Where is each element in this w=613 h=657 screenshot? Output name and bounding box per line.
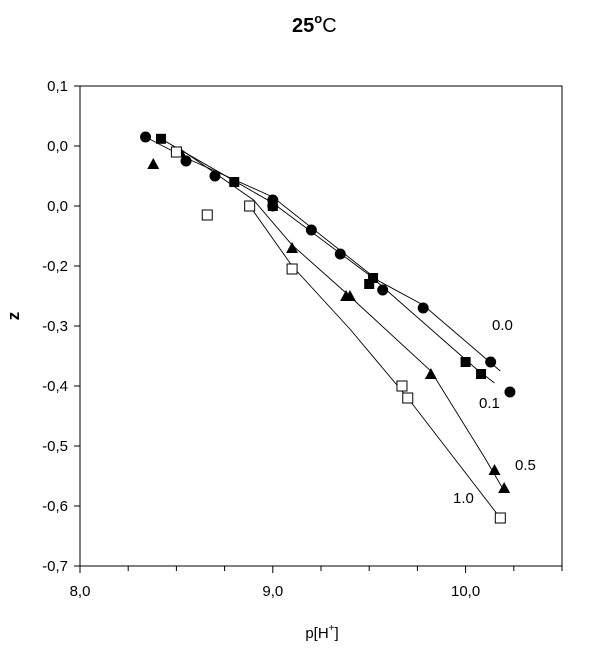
marker-filled-square: [476, 369, 487, 379]
marker-filled-triangle: [498, 482, 511, 493]
marker-filled-square: [460, 357, 471, 367]
marker-filled-square: [229, 177, 240, 187]
marker-filled-circle: [209, 170, 221, 182]
y-tick-label: -0,2: [42, 258, 68, 275]
y-tick-label: -0,6: [42, 498, 68, 515]
marker-filled-triangle: [343, 290, 356, 301]
chart-title: 25oC: [292, 11, 337, 37]
chart-title-main: 25: [292, 15, 314, 37]
marker-open-square: [402, 392, 414, 404]
y-tick-label: -0,3: [42, 318, 68, 335]
y-tick-label: 0,0: [47, 138, 68, 155]
plot-frame: [79, 85, 563, 567]
y-tick-label: 0,0: [47, 198, 68, 215]
chart-title-degree: o: [314, 11, 322, 26]
y-tick-label: 0,1: [47, 78, 68, 95]
fit-line-3: [249, 205, 501, 519]
curve-label-3: 1.0: [453, 490, 474, 507]
fit-lines: [145, 136, 505, 519]
marker-filled-triangle: [424, 368, 437, 379]
fit-line-0: [145, 136, 501, 372]
svg-text:25oC: 25oC: [292, 11, 337, 37]
y-axis-title: z: [4, 312, 23, 321]
marker-filled-square: [368, 273, 379, 283]
curve-label-0: 0.0: [492, 317, 513, 334]
marker-open-square: [494, 512, 506, 524]
x-tick-label: 8,0: [70, 583, 91, 600]
marker-filled-triangle: [147, 158, 160, 169]
marker-open-square: [286, 263, 298, 275]
x-tick-label: 10,0: [451, 583, 480, 600]
marker-filled-circle: [417, 302, 429, 314]
marker-filled-circle: [485, 356, 497, 368]
x-tick-label: 9,0: [262, 583, 283, 600]
marker-open-square: [201, 209, 213, 221]
marker-open-square: [244, 200, 256, 212]
marker-filled-square: [267, 201, 278, 211]
marker-filled-circle: [377, 284, 389, 296]
marker-filled-square: [155, 133, 166, 144]
marker-filled-square: [364, 279, 375, 289]
marker-filled-circle: [140, 131, 152, 143]
x-axis-title: p[H+]: [305, 623, 338, 642]
curve-label-2: 0.5: [515, 457, 536, 474]
marker-filled-circle: [305, 224, 317, 236]
marker-filled-circle: [334, 248, 346, 260]
marker-filled-circle: [180, 155, 192, 167]
y-tick-label: -0,4: [42, 378, 68, 395]
marker-filled-circle: [504, 386, 516, 398]
x-axis-ticks: 8,0 9,0 10,0: [70, 566, 563, 600]
marker-open-square: [396, 380, 408, 392]
data-markers: [140, 131, 516, 524]
y-tick-label: -0,5: [42, 438, 68, 455]
marker-filled-triangle: [488, 464, 501, 475]
chart-title-unit: C: [322, 15, 336, 37]
y-tick-label: -0,7: [42, 558, 68, 575]
curve-label-1: 0.1: [479, 395, 500, 412]
marker-open-square: [170, 146, 182, 158]
marker-filled-triangle: [286, 242, 299, 253]
y-axis-ticks: 0,1 0,0 0,0 -0,2 -0,3 -0,4 -0,5 -0,6 -0,7: [42, 78, 80, 575]
